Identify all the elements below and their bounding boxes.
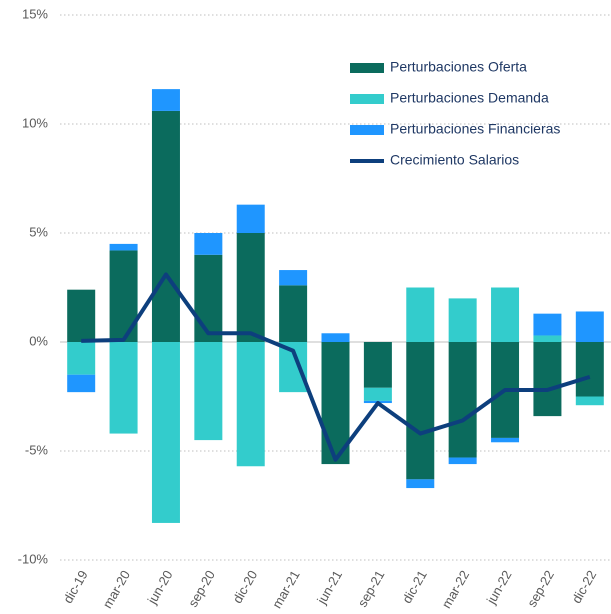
- y-tick-label: 5%: [29, 224, 48, 239]
- bar: [194, 233, 223, 255]
- legend-swatch: [350, 63, 384, 73]
- line: [81, 272, 591, 462]
- bar: [151, 89, 180, 111]
- bar: [406, 342, 435, 480]
- x-tick-label: dic-21: [399, 568, 430, 606]
- bar: [151, 342, 180, 523]
- legend-label: Perturbaciones Financieras: [390, 121, 560, 137]
- x-tick-label: sep-21: [355, 568, 388, 610]
- bar: [448, 298, 477, 342]
- legend-label: Perturbaciones Oferta: [390, 59, 527, 75]
- legend-label: Crecimiento Salarios: [390, 152, 519, 168]
- y-tick-label: 15%: [22, 6, 48, 21]
- bar: [533, 342, 562, 417]
- bar: [575, 396, 604, 406]
- y-tick-label: 10%: [22, 115, 48, 130]
- x-tick-label: jun-21: [314, 568, 346, 608]
- x-tick-label: jun-20: [144, 568, 176, 608]
- x-tick-label: sep-20: [185, 568, 218, 610]
- x-tick-label: sep-22: [524, 568, 557, 610]
- bar: [67, 342, 96, 375]
- bar: [491, 437, 520, 443]
- bar: [533, 313, 562, 336]
- bar: [236, 342, 265, 467]
- x-tick-label: mar-20: [100, 568, 134, 611]
- bar: [236, 204, 265, 233]
- x-tick-label: dic-19: [60, 568, 91, 606]
- bar: [67, 374, 96, 393]
- bar: [448, 342, 477, 458]
- bar: [363, 342, 392, 388]
- bar: [236, 233, 265, 342]
- y-tick-label: -5%: [25, 442, 49, 457]
- bar: [406, 479, 435, 489]
- bar: [279, 270, 308, 286]
- x-tick-label: dic-22: [569, 568, 600, 606]
- x-tick-label: mar-21: [269, 568, 303, 611]
- legend-swatch: [350, 94, 384, 104]
- legend-label: Perturbaciones Demanda: [390, 90, 549, 106]
- bar: [363, 387, 392, 401]
- bar: [575, 311, 604, 342]
- bar: [575, 342, 604, 397]
- x-tick-label: jun-22: [483, 568, 515, 608]
- x-tick-label: mar-22: [439, 568, 473, 611]
- bar: [448, 457, 477, 465]
- y-tick-label: -10%: [18, 551, 49, 566]
- bar: [109, 342, 138, 434]
- bar: [406, 287, 435, 342]
- bar: [491, 287, 520, 342]
- bar: [279, 285, 308, 342]
- bar: [321, 342, 350, 465]
- bar: [321, 333, 350, 342]
- legend-swatch: [350, 125, 384, 135]
- bar: [67, 289, 96, 342]
- bar: [194, 342, 223, 441]
- bar: [533, 335, 562, 342]
- bar: [109, 243, 138, 251]
- bar: [151, 110, 180, 342]
- y-tick-label: 0%: [29, 333, 48, 348]
- x-tick-label: dic-20: [230, 568, 261, 606]
- bar: [194, 254, 223, 342]
